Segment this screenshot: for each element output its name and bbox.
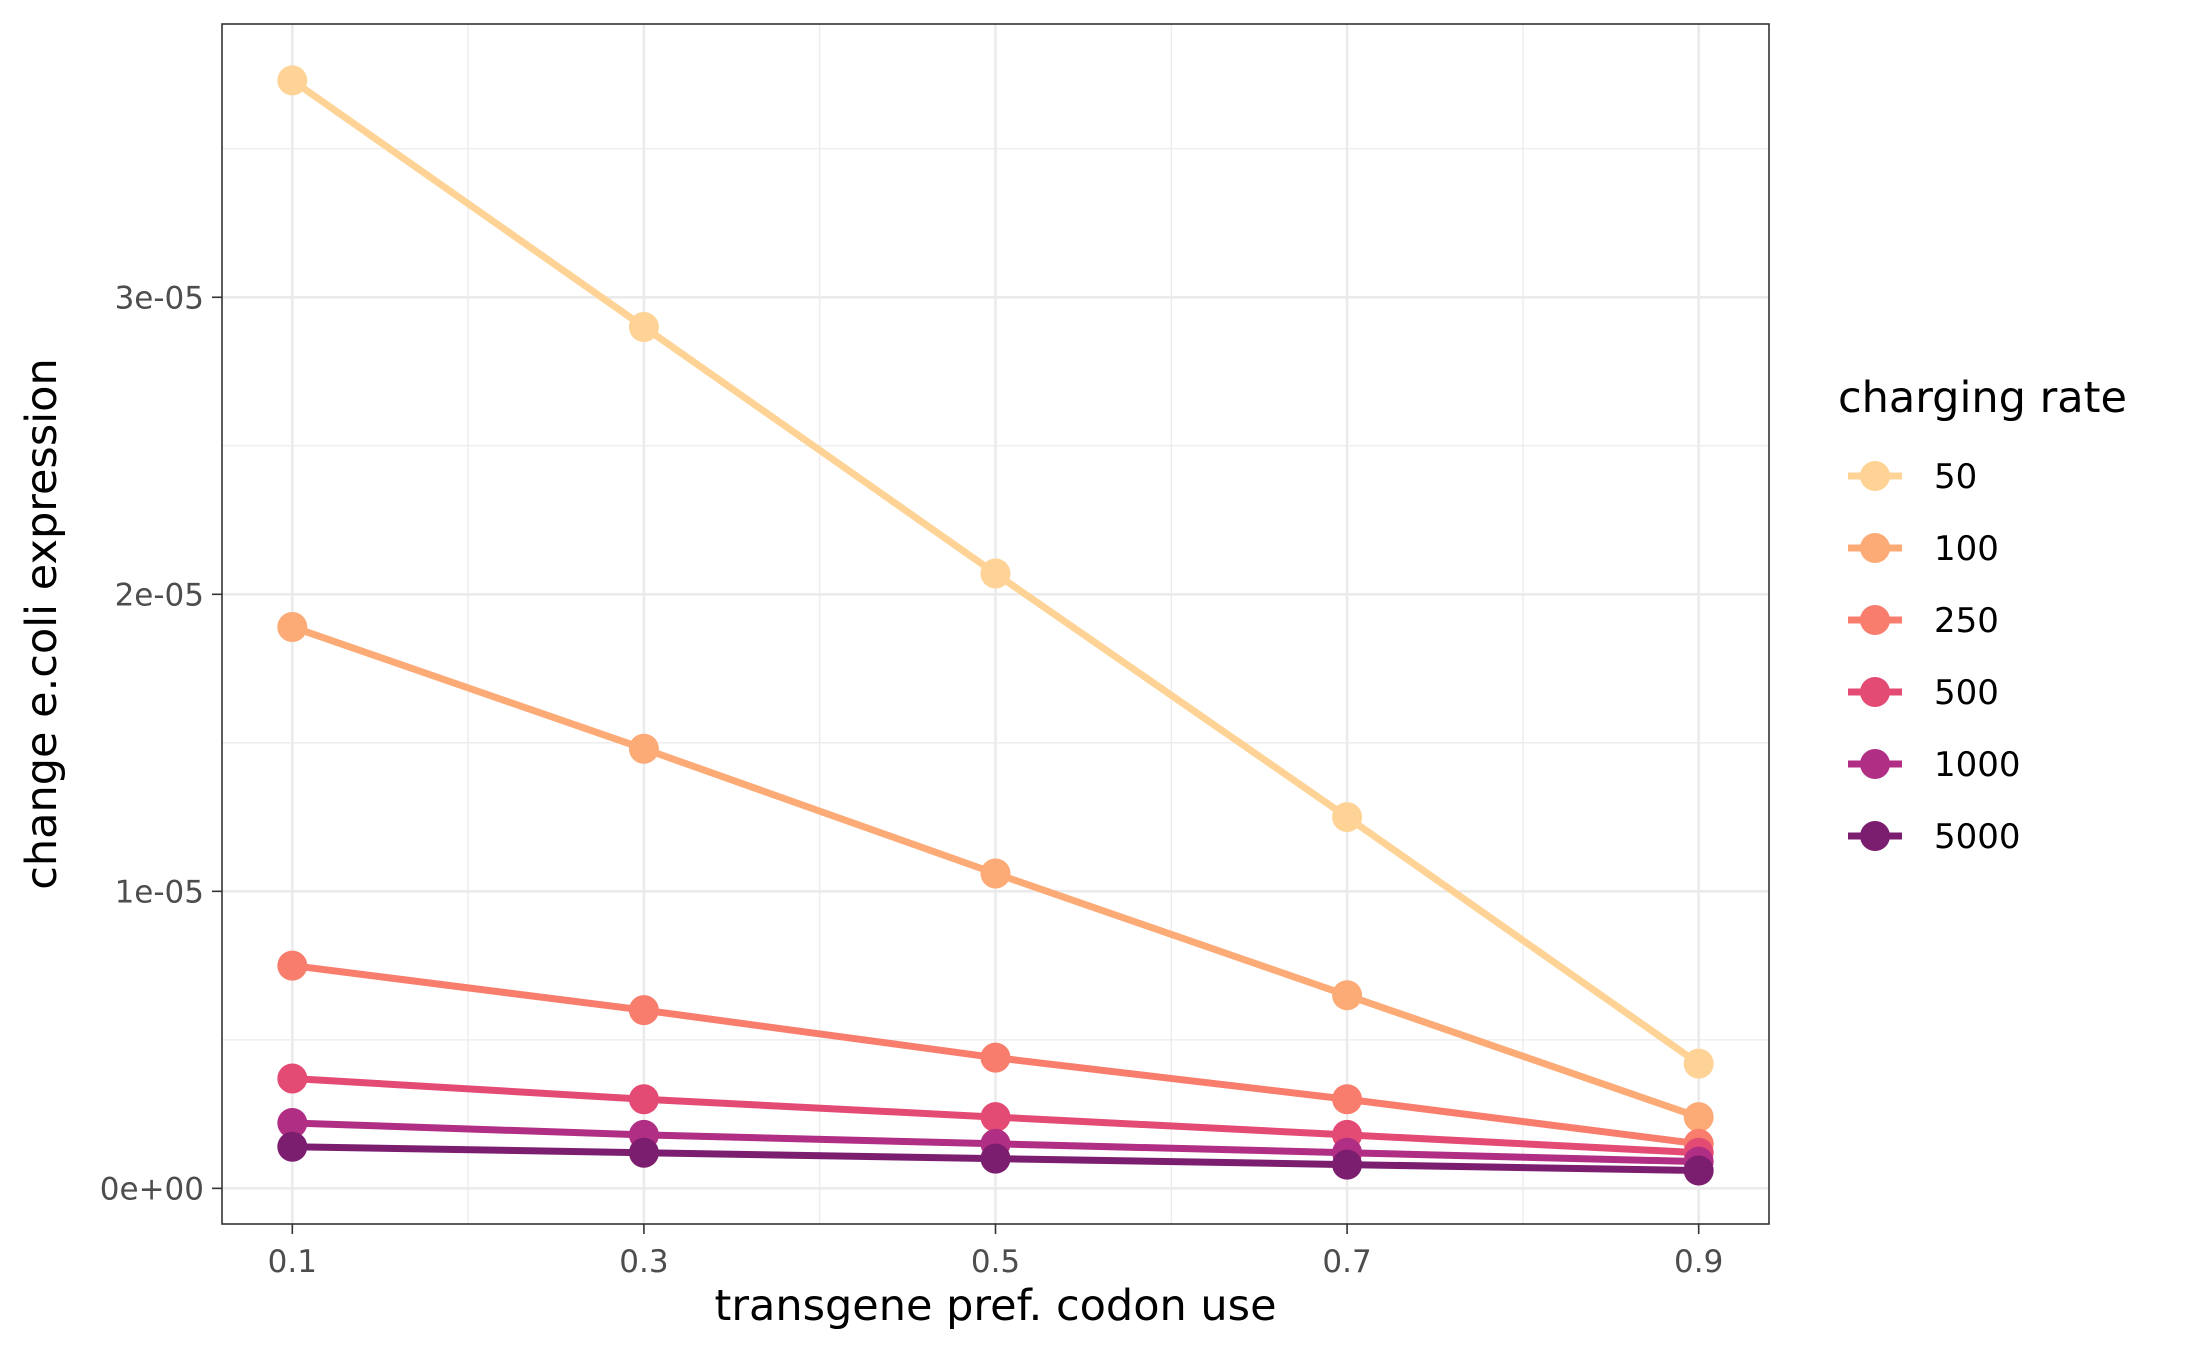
- legend-key-point: [1860, 821, 1890, 851]
- x-tick-label: 0.5: [971, 1244, 1020, 1280]
- legend-key-point: [1860, 605, 1890, 635]
- legend-item-50: 50: [1848, 457, 1977, 497]
- legend-key-point: [1860, 533, 1890, 563]
- legend-key-point: [1860, 749, 1890, 779]
- data-point-100: [628, 733, 659, 764]
- data-point-100: [1683, 1102, 1714, 1133]
- data-point-5000: [277, 1131, 308, 1162]
- y-tick-label: 0e+00: [100, 1171, 204, 1207]
- series-points: [277, 65, 1714, 1186]
- data-point-50: [1332, 802, 1363, 833]
- data-point-250: [980, 1042, 1011, 1073]
- data-point-100: [1332, 980, 1363, 1011]
- data-point-50: [628, 311, 659, 342]
- legend-label: 100: [1934, 529, 1999, 569]
- plot-panel: [221, 23, 1770, 1225]
- y-axis-title: change e.coli expression: [17, 358, 67, 890]
- data-point-5000: [1332, 1149, 1363, 1180]
- data-point-250: [628, 995, 659, 1026]
- y-tick-label: 1e-05: [115, 874, 204, 910]
- legend-item-5000: 5000: [1848, 817, 2021, 857]
- data-point-250: [277, 950, 308, 981]
- legend-item-500: 500: [1848, 673, 1999, 713]
- legend-item-1000: 1000: [1848, 745, 2021, 785]
- legend-item-100: 100: [1848, 529, 1999, 569]
- legend: charging rate 50 100 250 500 1000 5000: [1838, 373, 2127, 857]
- major-gridlines: [222, 24, 1769, 1224]
- data-point-1000: [277, 1108, 308, 1139]
- y-tick-label: 2e-05: [115, 577, 204, 613]
- legend-key-point: [1860, 461, 1890, 491]
- legend-label: 500: [1934, 673, 1999, 713]
- x-tick-label: 0.9: [1674, 1244, 1723, 1280]
- y-tick-label: 3e-05: [115, 280, 204, 316]
- legend-items: 50 100 250 500 1000 5000: [1848, 457, 2021, 857]
- legend-title: charging rate: [1838, 373, 2127, 423]
- data-point-50: [1683, 1048, 1714, 1079]
- data-point-100: [277, 611, 308, 642]
- x-tick-label: 0.1: [268, 1244, 317, 1280]
- x-tick-label: 0.3: [619, 1244, 668, 1280]
- data-point-100: [980, 858, 1011, 889]
- data-point-50: [277, 65, 308, 96]
- legend-label: 5000: [1934, 817, 2021, 857]
- data-point-5000: [628, 1137, 659, 1168]
- data-point-5000: [980, 1143, 1011, 1174]
- legend-label: 1000: [1934, 745, 2021, 785]
- legend-item-250: 250: [1848, 601, 1999, 641]
- data-point-250: [1332, 1084, 1363, 1115]
- data-point-500: [628, 1084, 659, 1115]
- data-point-50: [980, 558, 1011, 589]
- legend-key-point: [1860, 677, 1890, 707]
- legend-label: 50: [1934, 457, 1977, 497]
- y-axis: 0e+00 1e-05 2e-05 3e-05: [100, 280, 222, 1207]
- x-tick-label: 0.7: [1322, 1244, 1371, 1280]
- data-point-5000: [1683, 1155, 1714, 1186]
- legend-label: 250: [1934, 601, 1999, 641]
- x-axis: 0.1 0.3 0.5 0.7 0.9: [268, 1224, 1723, 1280]
- data-point-500: [980, 1102, 1011, 1133]
- x-axis-title: transgene pref. codon use: [714, 1281, 1276, 1331]
- data-point-500: [277, 1063, 308, 1094]
